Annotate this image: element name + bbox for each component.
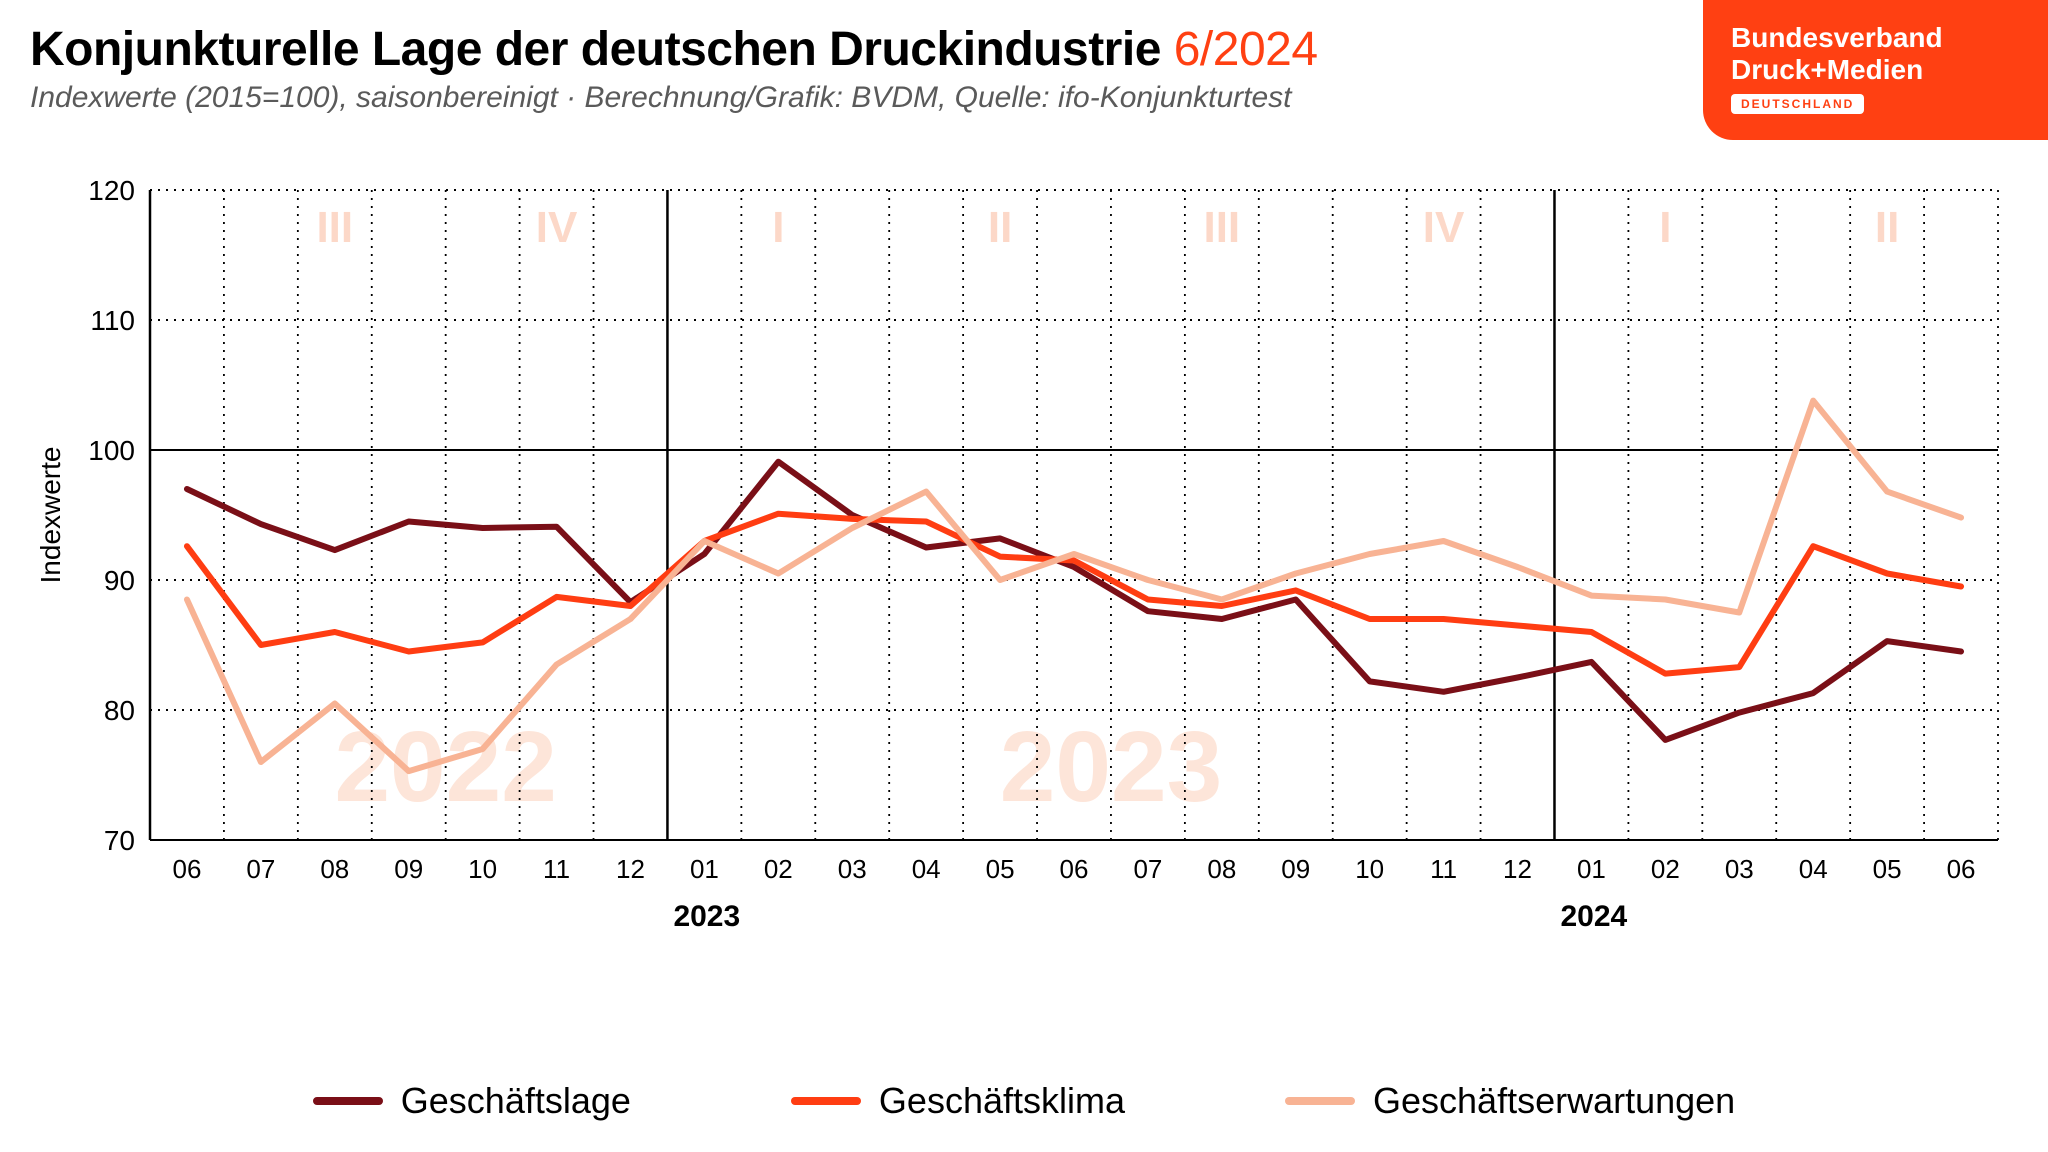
legend-item: Geschäftserwartungen (1285, 1080, 1735, 1122)
xtick-label: 03 (838, 854, 867, 884)
xtick-label: 11 (543, 854, 570, 884)
logo-line1: Bundesverband (1731, 22, 2028, 54)
xtick-label: 02 (764, 854, 793, 884)
quarter-label: I (1659, 203, 1671, 252)
quarter-label: II (988, 203, 1012, 252)
legend-swatch (791, 1097, 861, 1105)
quarter-label: III (316, 203, 353, 252)
xtick-label: 07 (1133, 854, 1162, 884)
xtick-label: 03 (1725, 854, 1754, 884)
xtick-label: 06 (172, 854, 201, 884)
ytick-label: 120 (88, 180, 135, 206)
y-axis-label: Indexwerte (35, 447, 66, 584)
legend-swatch (313, 1097, 383, 1105)
chart-container: Konjunkturelle Lage der deutschen Drucki… (0, 0, 2048, 1152)
ytick-label: 110 (90, 305, 135, 336)
xtick-label: 01 (690, 854, 719, 884)
subtitle: Indexwerte (2015=100), saisonbereinigt ·… (30, 81, 1318, 115)
xtick-label: 09 (1281, 854, 1310, 884)
xtick-label: 04 (912, 854, 941, 884)
xtick-label: 12 (1503, 854, 1532, 884)
legend-swatch (1285, 1097, 1355, 1105)
xtick-label: 04 (1799, 854, 1828, 884)
title-date: 6/2024 (1174, 23, 1318, 76)
xtick-label: 10 (468, 854, 497, 884)
xtick-label: 09 (394, 854, 423, 884)
series-line (187, 462, 1961, 740)
year-axis-label: 2024 (1560, 900, 1627, 933)
xtick-label: 01 (1577, 854, 1606, 884)
xtick-label: 08 (320, 854, 349, 884)
legend-item: Geschäftsklima (791, 1080, 1125, 1122)
legend-label: Geschäftslage (401, 1080, 631, 1122)
quarter-label: IV (1423, 203, 1465, 252)
xtick-label: 02 (1651, 854, 1680, 884)
series-line (187, 514, 1961, 674)
ytick-label: 90 (104, 565, 135, 596)
year-axis-label: 2023 (673, 900, 740, 933)
xtick-label: 07 (246, 854, 275, 884)
ytick-label: 70 (104, 825, 135, 856)
legend-label: Geschäftsklima (879, 1080, 1125, 1122)
quarter-label: IV (536, 203, 578, 252)
logo-badge: DEUTSCHLAND (1731, 94, 1864, 114)
legend: Geschäftslage Geschäftsklima Geschäftserwa… (0, 1080, 2048, 1122)
xtick-label: 05 (986, 854, 1015, 884)
legend-label: Geschäftserwartungen (1373, 1080, 1735, 1122)
xtick-label: 06 (1947, 854, 1976, 884)
page-title: Konjunkturelle Lage der deutschen Drucki… (30, 22, 1318, 77)
xtick-label: 08 (1207, 854, 1236, 884)
xtick-label: 05 (1873, 854, 1902, 884)
ytick-label: 100 (88, 435, 135, 466)
quarter-label: II (1875, 203, 1899, 252)
xtick-label: 06 (1060, 854, 1089, 884)
xtick-label: 10 (1355, 854, 1384, 884)
xtick-label: 12 (616, 854, 645, 884)
header: Konjunkturelle Lage der deutschen Drucki… (30, 22, 1318, 115)
ytick-label: 80 (104, 695, 135, 726)
logo-line2: Druck+Medien (1731, 54, 2028, 86)
legend-item: Geschäftslage (313, 1080, 631, 1122)
xtick-label: 11 (1430, 854, 1457, 884)
line-chart: 2022202370809010011012006070809101112010… (30, 180, 2018, 960)
quarter-label: I (772, 203, 784, 252)
logo-tab: Bundesverband Druck+Medien DEUTSCHLAND (1703, 0, 2048, 140)
title-main: Konjunkturelle Lage der deutschen Drucki… (30, 23, 1161, 76)
quarter-label: III (1203, 203, 1240, 252)
